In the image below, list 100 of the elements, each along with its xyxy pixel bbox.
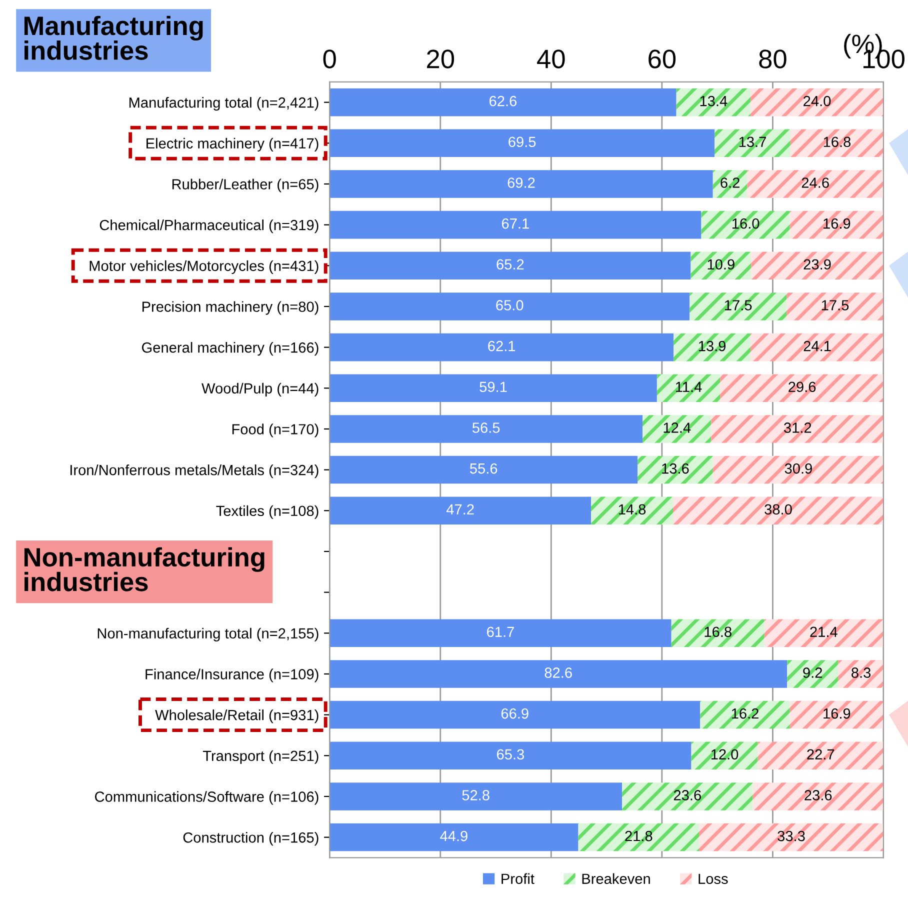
y-tick-label: Chemical/Pharmaceutical (n=319) [100, 220, 318, 234]
x-tick-label: 80 [759, 50, 786, 68]
data-label: 16.0 [732, 218, 760, 229]
bar [330, 742, 692, 770]
bar [750, 88, 884, 116]
data-label: 17.5 [822, 300, 849, 310]
bar [674, 333, 751, 362]
x-tick-label: 40 [537, 50, 565, 68]
data-label: 24.0 [804, 96, 831, 106]
bar [673, 496, 884, 525]
y-tick-label: Iron/Nonferrous metals/Metals (n=324) [70, 464, 318, 478]
data-label: 16.9 [824, 218, 850, 229]
bar [642, 415, 712, 443]
legend-label: Breakeven [582, 873, 650, 884]
y-tick-label: Textiles (n=108) [216, 505, 318, 519]
bar [330, 129, 715, 158]
bar [638, 456, 713, 484]
bar [790, 129, 884, 158]
text: Non-manufacturing industries [24, 547, 264, 592]
bar [330, 782, 622, 810]
bar [330, 170, 713, 198]
x-tick-label: 20 [427, 50, 454, 68]
bar [330, 210, 702, 239]
bar [764, 619, 883, 648]
data-label: 24.1 [804, 340, 831, 352]
data-label: 55.6 [470, 463, 498, 474]
data-label: 69.5 [508, 136, 536, 148]
bar [330, 415, 643, 443]
bar [701, 210, 790, 239]
data-label: 52.8 [462, 790, 490, 800]
bar [712, 456, 884, 484]
bar [671, 619, 764, 648]
data-label: 66.9 [501, 708, 528, 719]
bar [330, 496, 592, 525]
y-tick-label: Non-manufacturing total (n=2,155) [98, 628, 318, 642]
data-label: 47.2 [446, 504, 474, 514]
y-tick-label: General machinery (n=166) [142, 342, 318, 356]
bar [656, 374, 720, 402]
data-label: 65.3 [496, 749, 524, 760]
bar [330, 88, 676, 116]
data-label: 65.0 [496, 300, 524, 310]
data-label: 65.2 [496, 259, 524, 270]
bar [786, 292, 884, 320]
data-label: 17.5 [725, 300, 752, 310]
text: Manufacturing industries [24, 16, 203, 60]
bar [711, 415, 884, 443]
y-tick-label: Rubber/Leather (n=65) [172, 178, 318, 192]
data-label: 13.9 [698, 340, 726, 352]
bar [758, 742, 884, 770]
data-label: 13.7 [739, 136, 766, 148]
bar [790, 700, 884, 729]
y-tick-label: Motor vehicles/Motorcycles (n=431) [90, 260, 318, 274]
bar [712, 170, 748, 198]
data-label: 21.4 [810, 626, 838, 637]
data-label: 24.6 [802, 178, 829, 188]
legend-label: Profit [502, 873, 534, 884]
y-tick-label: Precision machinery (n=80) [142, 301, 318, 315]
bar [751, 252, 884, 280]
legend-label: Loss [698, 874, 728, 884]
bar [787, 660, 838, 688]
data-label: 62.6 [490, 96, 517, 106]
data-label: 29.6 [788, 382, 816, 392]
bar [700, 700, 790, 729]
data-label: 23.9 [804, 259, 831, 270]
data-label: 30.9 [784, 463, 812, 474]
bar [622, 782, 753, 810]
bar [720, 374, 884, 402]
data-label: 21.8 [625, 830, 652, 842]
bar [330, 252, 691, 280]
data-label: 31.2 [784, 422, 812, 433]
x-tick-label: 0 [323, 50, 336, 68]
data-label: 61.7 [487, 626, 514, 638]
bar [752, 782, 884, 810]
data-label: 11.4 [676, 382, 702, 392]
data-label: 16.8 [704, 626, 732, 638]
data-label: 22.7 [807, 749, 834, 760]
bar [330, 333, 674, 362]
data-label: 13.4 [700, 96, 728, 106]
y-tick-label: Transport (n=251) [202, 750, 318, 764]
data-label: 82.6 [544, 668, 572, 678]
data-label: 16.9 [824, 708, 850, 719]
bar [699, 823, 884, 852]
bar [330, 619, 672, 648]
y-tick-label: Wholesale/Retail (n=931) [155, 710, 318, 724]
bar [591, 496, 674, 525]
bar [714, 129, 790, 158]
data-label: 56.5 [472, 422, 500, 433]
bar [330, 700, 700, 729]
data-label: 16.8 [824, 136, 851, 148]
bar [330, 374, 657, 402]
bar [747, 170, 884, 198]
data-label: 38.0 [764, 504, 792, 515]
data-label: 44.9 [440, 830, 468, 842]
data-label: 59.1 [480, 382, 507, 392]
data-label: 33.3 [778, 830, 805, 842]
bar [838, 660, 884, 688]
data-label: 12.4 [664, 422, 691, 433]
data-label: 62.1 [488, 340, 516, 352]
x-tick-label: 60 [648, 50, 676, 68]
bar [330, 823, 578, 852]
